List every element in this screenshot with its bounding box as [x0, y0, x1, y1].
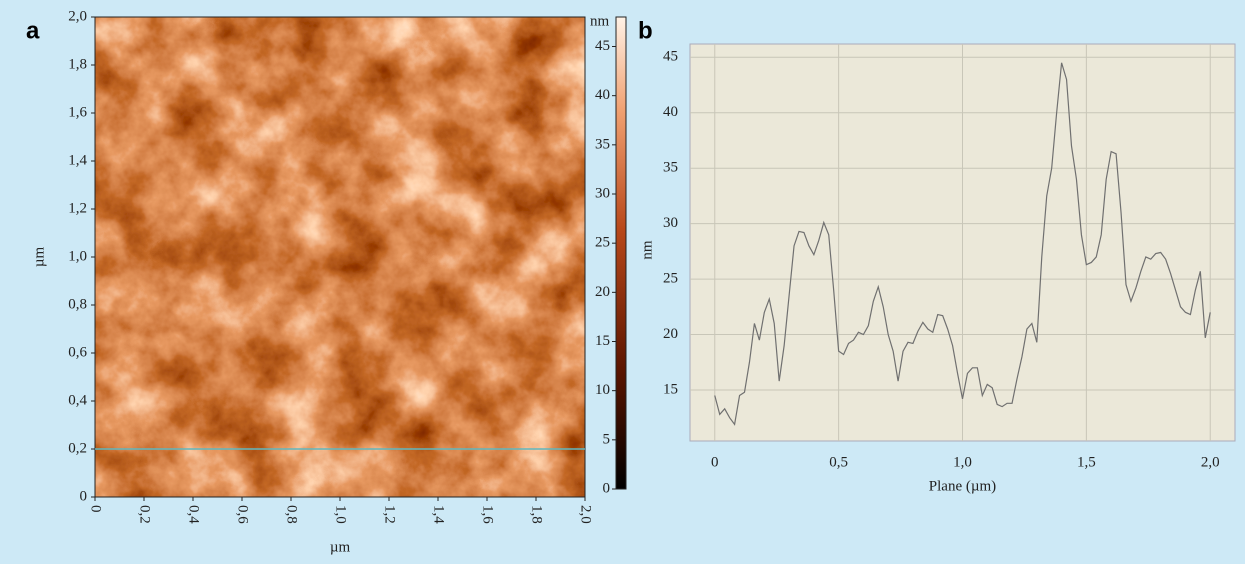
- y-axis-label: nm: [639, 240, 655, 260]
- x-tick-label: 1,4: [431, 505, 447, 524]
- y-tick-label: 0,6: [68, 344, 87, 360]
- x-tick-label: 0,2: [137, 505, 153, 524]
- y-tick-label: 1,0: [68, 248, 87, 264]
- x-tick-label: 1,6: [480, 505, 496, 524]
- x-tick-label: 0,6: [235, 505, 251, 524]
- colorbar-tick-label: 15: [595, 333, 610, 349]
- colorbar-tick-label: 0: [603, 480, 611, 496]
- colorbar-tick-label: 20: [595, 284, 610, 300]
- colorbar-tick-label: 5: [603, 431, 611, 447]
- colorbar-tick-label: 25: [595, 235, 610, 251]
- colorbar-tick-label: 35: [595, 136, 610, 152]
- colorbar-tick-label: 45: [595, 38, 610, 54]
- y-tick-label: 20: [663, 326, 678, 342]
- x-tick-label: 1,0: [953, 454, 972, 470]
- y-tick-label: 1,4: [68, 152, 87, 168]
- y-tick-label: 0,4: [68, 392, 87, 408]
- panel-label: a: [26, 17, 40, 44]
- y-tick-label: 1,8: [68, 56, 87, 72]
- y-tick-label: 1,2: [68, 200, 87, 216]
- colorbar-title: nm: [590, 13, 610, 29]
- x-tick-label: 0: [711, 454, 719, 470]
- x-tick-label: 2,0: [578, 505, 594, 524]
- x-tick-label: 1,5: [1077, 454, 1096, 470]
- x-tick-label: 1,0: [333, 505, 349, 524]
- y-tick-label: 30: [663, 215, 678, 231]
- y-tick-label: 25: [663, 271, 678, 287]
- y-tick-label: 1,6: [68, 104, 87, 120]
- colorbar-tick-label: 10: [595, 382, 610, 398]
- y-tick-label: 2,0: [68, 8, 87, 24]
- colorbar: [615, 16, 627, 490]
- x-tick-label: 0,4: [186, 505, 202, 524]
- colorbar-tick-label: 40: [595, 87, 610, 103]
- y-tick-label: 15: [663, 381, 678, 397]
- profile-curve: [714, 62, 1211, 426]
- x-axis-label: Plane (µm): [929, 478, 996, 494]
- y-tick-label: 45: [663, 49, 678, 65]
- y-tick-label: 40: [663, 104, 678, 120]
- colorbar-tick-label: 30: [595, 185, 610, 201]
- x-tick-label: 1,8: [529, 505, 545, 524]
- x-axis-label: µm: [330, 539, 351, 555]
- x-tick-label: 0,5: [829, 454, 848, 470]
- y-tick-label: 0,8: [68, 296, 87, 312]
- panel-label: b: [638, 17, 653, 44]
- x-tick-label: 1,2: [382, 505, 398, 524]
- x-tick-label: 0: [88, 505, 104, 513]
- x-tick-label: 0,8: [284, 505, 300, 524]
- y-tick-label: 0: [80, 488, 88, 504]
- afm-image: [95, 17, 585, 497]
- y-tick-label: 35: [663, 160, 678, 176]
- y-axis-label: µm: [31, 247, 47, 268]
- x-tick-label: 2,0: [1201, 454, 1220, 470]
- y-tick-label: 0,2: [68, 440, 87, 456]
